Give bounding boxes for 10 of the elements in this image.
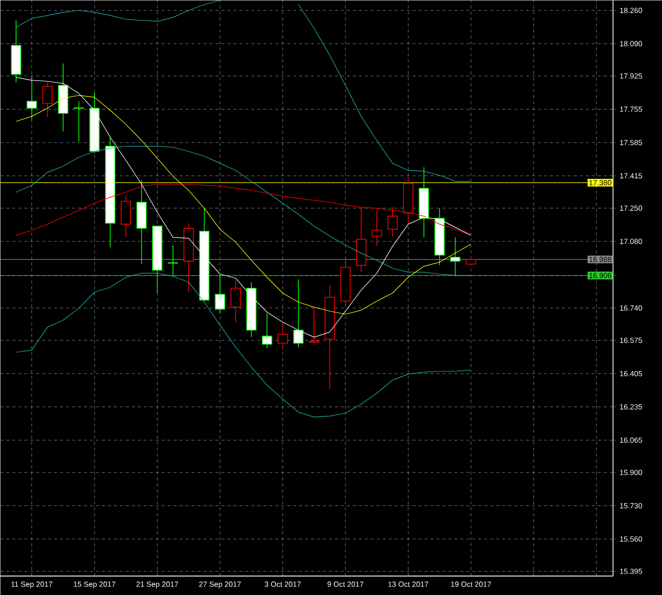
candlestick — [308, 308, 320, 344]
candlestick — [278, 322, 288, 348]
candlestick — [450, 236, 460, 277]
candlestick — [214, 274, 226, 314]
line-series — [16, 272, 472, 418]
candlestick — [74, 100, 84, 142]
candlestick — [230, 280, 241, 322]
candlestick — [42, 82, 53, 118]
candlestick — [120, 194, 131, 238]
candlestick — [372, 210, 382, 247]
